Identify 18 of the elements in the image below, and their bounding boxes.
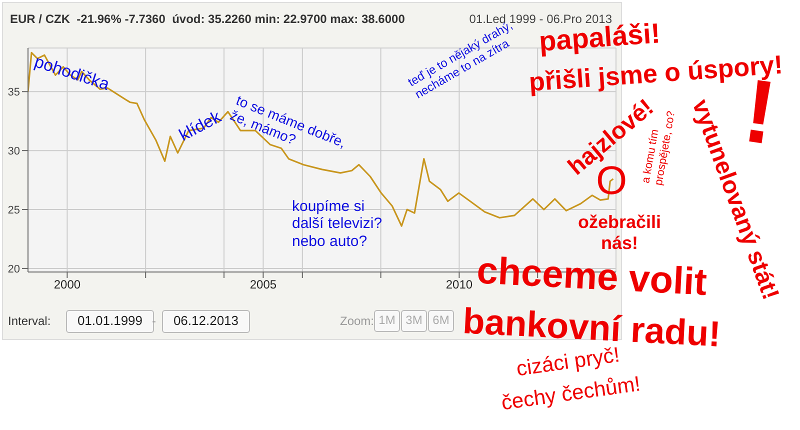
annotation: to se máme dobře, že, mámo? — [228, 92, 350, 153]
text: 01.01.1999 — [77, 313, 143, 328]
y-tick-label: 20 — [8, 263, 20, 276]
text: Zoom: — [340, 314, 374, 329]
x-tick-label: 2000 — [54, 278, 81, 292]
chart-title: EUR / CZK -21.96% -7.7360 úvod: 35.2260 min: 22.9700 max: 38.6000 — [10, 12, 405, 26]
text: 06.12.2013 — [162, 310, 250, 333]
x-tick-label: 2010 — [446, 278, 473, 292]
y-tick-label: 30 — [8, 145, 20, 158]
annotation: koupíme si další televizi? nebo auto? — [292, 198, 384, 250]
y-tick-label: 35 — [8, 86, 20, 99]
text: Interval: — [8, 314, 51, 329]
text: 3M — [401, 310, 427, 332]
x-tick-label: 2005 — [250, 278, 277, 292]
text: 1M — [374, 310, 400, 332]
y-tick-label: 25 — [8, 204, 20, 216]
text: - — [152, 314, 156, 329]
text: 6M — [428, 310, 454, 332]
